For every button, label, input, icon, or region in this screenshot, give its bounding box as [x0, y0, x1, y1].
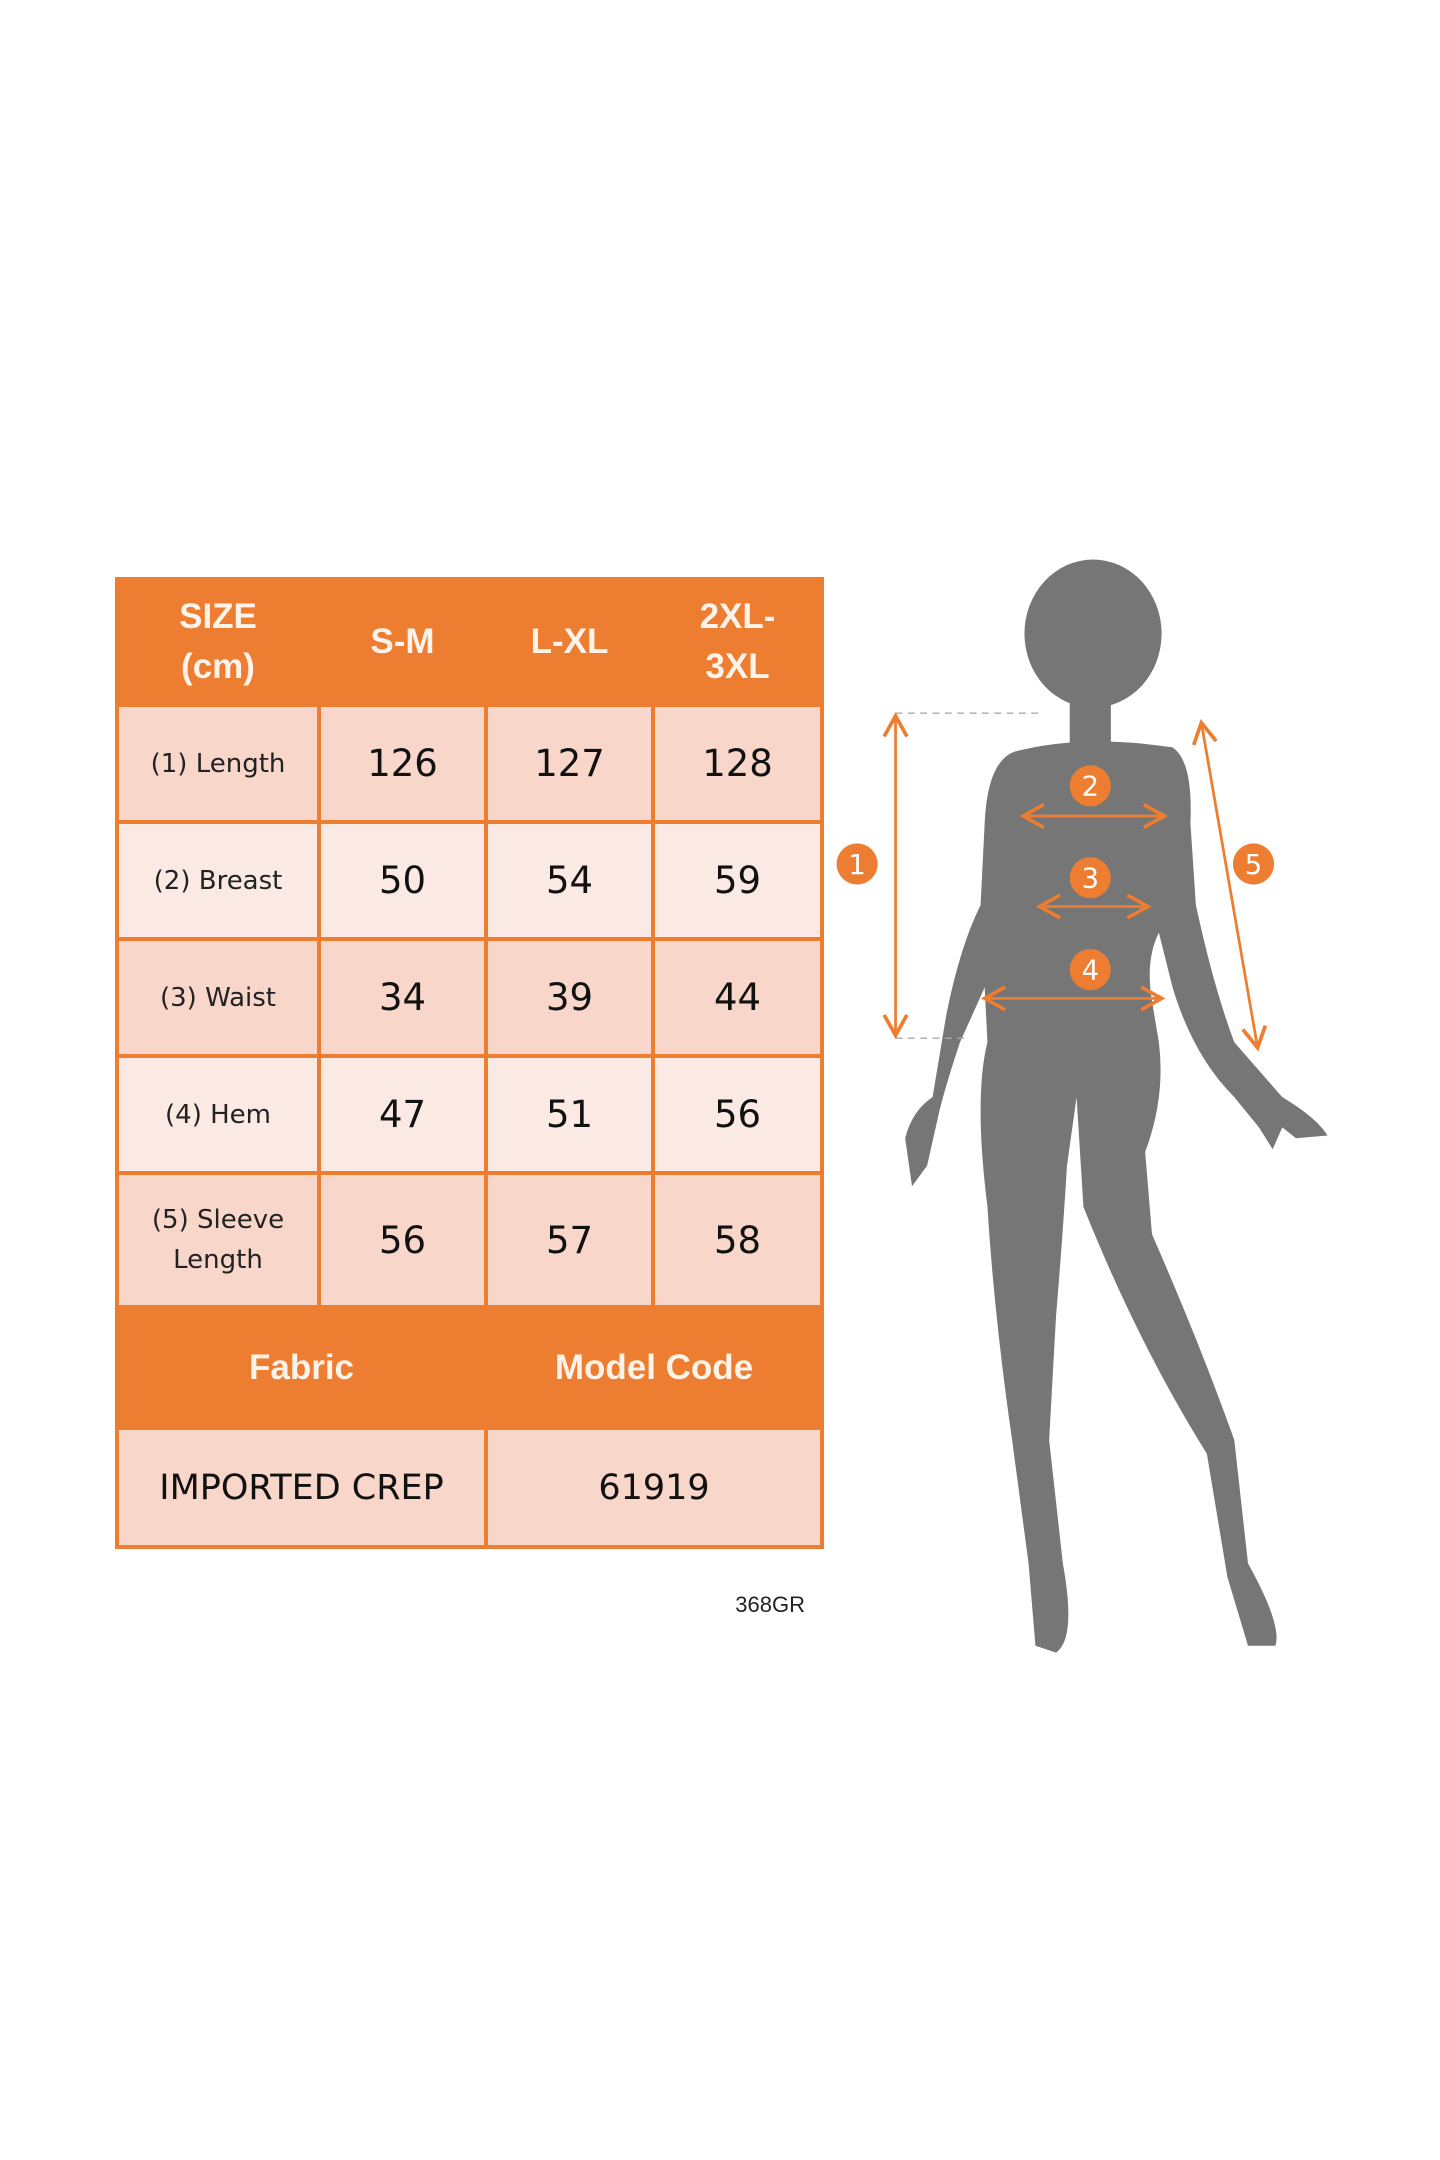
- table-row: (4) Hem 47 51 56: [115, 1054, 824, 1175]
- cell-value: 56: [651, 1054, 824, 1175]
- row-label: (2) Breast: [115, 820, 321, 941]
- cell-value: 50: [317, 820, 488, 941]
- header-text: (cm): [181, 647, 255, 686]
- cell-value: 128: [651, 703, 824, 824]
- header-size: SIZE (cm): [115, 577, 321, 707]
- cell-value: 127: [484, 703, 655, 824]
- model-code-value: 61919: [484, 1426, 824, 1549]
- header-text: 3XL: [705, 647, 770, 686]
- info-header-row: Fabric Model Code: [115, 1305, 824, 1430]
- row-label: (1) Length: [115, 703, 321, 824]
- header-text: 2XL-: [699, 597, 776, 636]
- cell-value: 34: [317, 937, 488, 1058]
- neck-shape: [1069, 685, 1111, 752]
- header-s-m: S-M: [317, 577, 488, 707]
- marker-1: 1: [836, 843, 878, 885]
- cell-value: 59: [651, 820, 824, 941]
- info-row: IMPORTED CREP 61919: [115, 1426, 824, 1549]
- header-l-xl: L-XL: [484, 577, 655, 707]
- table-row: (2) Breast 50 54 59: [115, 820, 824, 941]
- cell-value: 56: [317, 1171, 488, 1309]
- measure-lines: [882, 712, 1268, 1052]
- body-silhouette: [905, 559, 1328, 1653]
- table-header-row: SIZE (cm) S-M L-XL 2XL- 3XL: [115, 577, 824, 707]
- marker-4: 4: [1069, 949, 1111, 991]
- cell-value: 58: [651, 1171, 824, 1309]
- row-label-line: Length: [173, 1245, 263, 1275]
- row-label: (5) Sleeve Length: [115, 1171, 321, 1309]
- table-row: (1) Length 126 127 128: [115, 703, 824, 824]
- cell-value: 54: [484, 820, 655, 941]
- product-code: 368GR: [735, 1592, 805, 1617]
- marker-number: 4: [1082, 955, 1099, 986]
- cell-value: 126: [317, 703, 488, 824]
- header-fabric: Fabric: [115, 1305, 488, 1430]
- body-shape: [905, 741, 1328, 1653]
- marker-2: 2: [1069, 765, 1111, 807]
- marker-number: 3: [1082, 864, 1099, 895]
- header-text: SIZE: [179, 597, 257, 636]
- head-shape: [1024, 559, 1162, 708]
- cell-value: 39: [484, 937, 655, 1058]
- marker-number: 1: [848, 850, 865, 881]
- marker-number: 2: [1082, 772, 1099, 803]
- sleeve-arrow: [1191, 719, 1268, 1052]
- cell-value: 51: [484, 1054, 655, 1175]
- size-chart-table: SIZE (cm) S-M L-XL 2XL- 3XL (1) Length 126…: [115, 577, 824, 1549]
- cell-value: 57: [484, 1171, 655, 1309]
- header-model-code: Model Code: [484, 1305, 824, 1430]
- marker-number: 5: [1245, 850, 1262, 881]
- table-row: (5) Sleeve Length 56 57 58: [115, 1171, 824, 1309]
- cell-value: 47: [317, 1054, 488, 1175]
- cell-value: 44: [651, 937, 824, 1058]
- header-2xl-3xl: 2XL- 3XL: [651, 577, 824, 707]
- marker-3: 3: [1069, 857, 1111, 899]
- table-row: (3) Waist 34 39 44: [115, 937, 824, 1058]
- row-label: (3) Waist: [115, 937, 321, 1058]
- row-label: (4) Hem: [115, 1054, 321, 1175]
- marker-5: 5: [1232, 843, 1275, 885]
- fabric-value: IMPORTED CREP: [115, 1426, 488, 1549]
- row-label-line: (5) Sleeve: [151, 1205, 285, 1235]
